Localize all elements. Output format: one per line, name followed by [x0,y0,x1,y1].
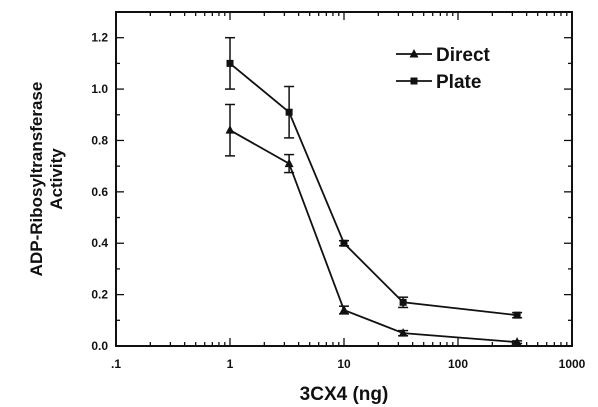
plot-frame [115,11,573,347]
data-point-direct [284,158,294,168]
series-plate [225,36,523,319]
data-point-direct [339,305,349,314]
series-line-plate [229,62,518,317]
y-axis-title-line1: ADP-Ribosyltransferase [27,82,46,277]
x-tick-labels: .1 1 10 100 1000 [111,357,586,371]
y-axis-title-line2: Activity [47,148,66,210]
x-tick-label: .1 [111,357,121,371]
legend-label: Plate [436,72,481,93]
legend-marker [410,77,418,85]
y-tick-label: 0.8 [91,133,108,147]
data-point-plate [340,239,348,247]
legend-item-plate: Plate [396,72,481,93]
y-tick-label: 0.6 [91,185,108,199]
legend-label: Direct [436,45,491,66]
data-point-direct [225,125,235,134]
series-layer [225,36,523,346]
x-tick-label: 10 [337,357,351,371]
data-point-direct [512,337,522,346]
y-tick-label: 1.0 [91,82,108,96]
axis-ticks [115,11,572,347]
data-point-direct [398,328,408,337]
x-tick-label: 100 [448,357,468,371]
x-axis-title: 3CX4 (ng) [300,384,389,405]
y-tick-label: 0.4 [91,236,108,250]
legend-item-direct: Direct [396,45,491,66]
y-tick-label: 0.0 [91,339,108,353]
legend: Direct Plate [396,45,491,93]
series-direct [225,103,523,346]
x-tick-label: 1 [227,357,234,371]
y-tick-labels: 0.0 0.2 0.4 0.6 0.8 1.0 1.2 [91,31,108,353]
data-point-plate [399,298,407,306]
data-point-plate [285,108,293,116]
data-point-plate [226,59,234,67]
legend-marker [409,49,419,58]
data-point-plate [513,311,521,319]
x-tick-label: 1000 [559,357,586,371]
y-tick-label: 0.2 [91,288,108,302]
y-tick-label: 1.2 [91,31,108,45]
